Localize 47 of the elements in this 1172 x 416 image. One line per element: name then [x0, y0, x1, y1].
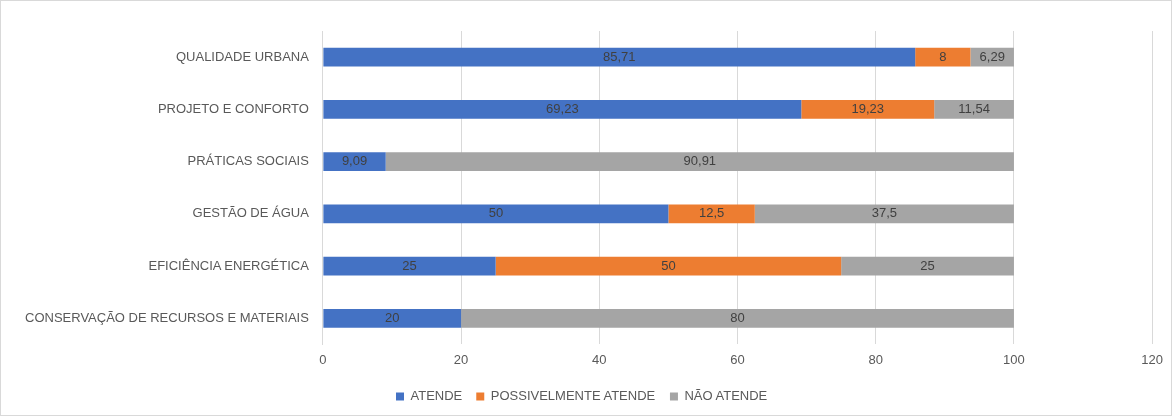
x-tick-label: 100	[1003, 351, 1025, 367]
y-tick-label: EFICIÊNCIA ENERGÉTICA	[148, 257, 310, 273]
bar	[801, 99, 935, 119]
bar	[323, 308, 462, 328]
data-label: 6,29	[979, 48, 1005, 64]
y-tick-label: PRÁTICAS SOCIAIS	[187, 153, 310, 169]
data-label: 19,23	[851, 100, 885, 116]
data-label: 20	[385, 309, 400, 325]
y-tick-label: QUALIDADE URBANA	[175, 48, 310, 64]
bar	[915, 47, 971, 67]
data-label: 25	[402, 257, 417, 273]
legend-label: POSSIVELMENTE ATENDE	[490, 388, 656, 404]
data-label: 11,54	[958, 100, 990, 116]
bar	[754, 204, 1014, 224]
x-tick-label: 60	[730, 351, 745, 367]
bar	[323, 152, 386, 171]
bar	[323, 256, 496, 276]
bar	[323, 99, 802, 119]
data-label: 12,5	[698, 205, 725, 221]
data-label: 90,91	[683, 153, 717, 169]
bar	[323, 47, 916, 67]
x-tick-label: 80	[868, 351, 883, 367]
y-tick-label: CONSERVAÇÃO DE RECURSOS E MATERIAIS	[25, 309, 310, 325]
bar	[323, 204, 669, 224]
data-label: 50	[661, 257, 676, 273]
bar	[841, 256, 1014, 276]
legend-label: NÃO ATENDE	[684, 388, 768, 404]
y-tick-label: GESTÃO DE ÁGUA	[192, 205, 310, 221]
bar	[934, 99, 1014, 119]
data-label: 85,71	[603, 48, 636, 64]
data-label: 37,5	[871, 205, 898, 221]
legend-label: ATENDE	[410, 388, 463, 404]
data-label: 80	[730, 309, 745, 325]
y-tick-label: PROJETO E CONFORTO	[157, 100, 309, 116]
data-label: 50	[488, 205, 504, 221]
bar	[461, 308, 1014, 328]
data-label: 8	[939, 48, 947, 64]
data-label: 69,23	[546, 100, 579, 116]
x-tick-label: 40	[592, 351, 607, 367]
x-tick-label: 20	[453, 351, 469, 367]
data-label: 9,09	[341, 153, 368, 169]
bar	[495, 256, 842, 276]
bar	[385, 152, 1014, 171]
bar	[668, 204, 755, 224]
data-label: 25	[920, 257, 935, 273]
x-tick-label: 0	[319, 351, 327, 367]
x-tick-label: 120	[1141, 351, 1164, 367]
